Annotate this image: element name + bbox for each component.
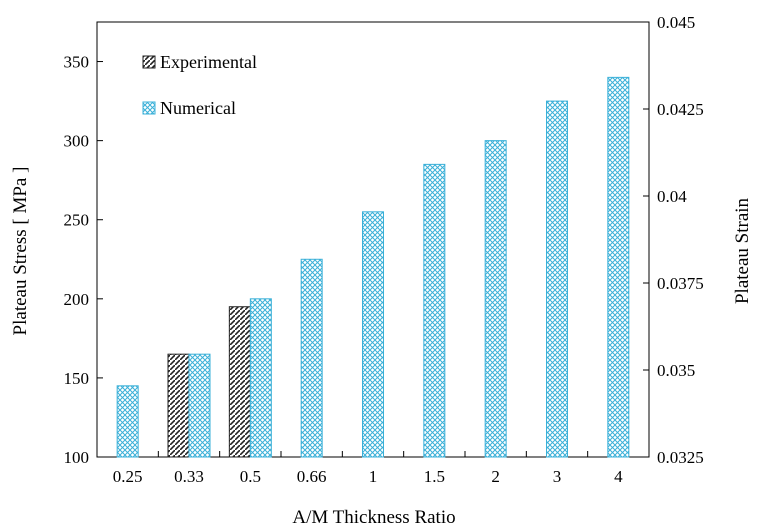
bar-numerical xyxy=(484,140,507,458)
y-tick-label: 350 xyxy=(64,53,90,72)
bar-numerical xyxy=(300,258,323,458)
y-tick-label: 100 xyxy=(64,448,90,467)
x-tick-label: 3 xyxy=(553,467,562,486)
y2-tick-label: 0.04 xyxy=(657,187,687,206)
x-tick-label: 2 xyxy=(491,467,500,486)
y-tick-label: 200 xyxy=(64,290,90,309)
y2-tick-label: 0.0425 xyxy=(657,100,704,119)
x-axis-title: A/M Thickness Ratio xyxy=(292,507,455,528)
legend-swatch-numerical xyxy=(142,101,156,115)
bar-experimental xyxy=(167,353,190,458)
x-tick-label: 0.5 xyxy=(240,467,261,486)
bar-numerical xyxy=(116,385,139,458)
legend-swatch-experimental xyxy=(142,55,156,69)
y2-tick-label: 0.045 xyxy=(657,13,695,32)
y-tick-label: 250 xyxy=(64,211,90,230)
x-tick-label: 0.25 xyxy=(113,467,143,486)
bar-numerical xyxy=(607,76,630,458)
x-tick-label: 0.33 xyxy=(174,467,204,486)
x-tick-label: 1 xyxy=(369,467,378,486)
y2-axis-title: Plateau Strain xyxy=(732,197,753,304)
bar-experimental xyxy=(228,306,251,458)
y-tick-label: 150 xyxy=(64,369,90,388)
bar-numerical xyxy=(423,163,446,458)
bar-numerical xyxy=(249,298,272,458)
bar-numerical xyxy=(546,100,568,458)
y2-tick-label: 0.0325 xyxy=(657,448,704,467)
legend-label-experimental: Experimental xyxy=(160,52,257,72)
x-tick-label: 4 xyxy=(614,467,623,486)
y-tick-label: 300 xyxy=(64,132,90,151)
y2-tick-label: 0.0375 xyxy=(657,274,704,293)
x-tick-label: 1.5 xyxy=(424,467,445,486)
y-axis-title: Plateau Stress [ MPa ] xyxy=(10,167,31,336)
bar-numerical xyxy=(362,211,384,458)
x-tick-label: 0.66 xyxy=(297,467,327,486)
y2-tick-label: 0.035 xyxy=(657,361,695,380)
bar-numerical xyxy=(188,353,211,458)
legend-label-numerical: Numerical xyxy=(160,98,236,118)
